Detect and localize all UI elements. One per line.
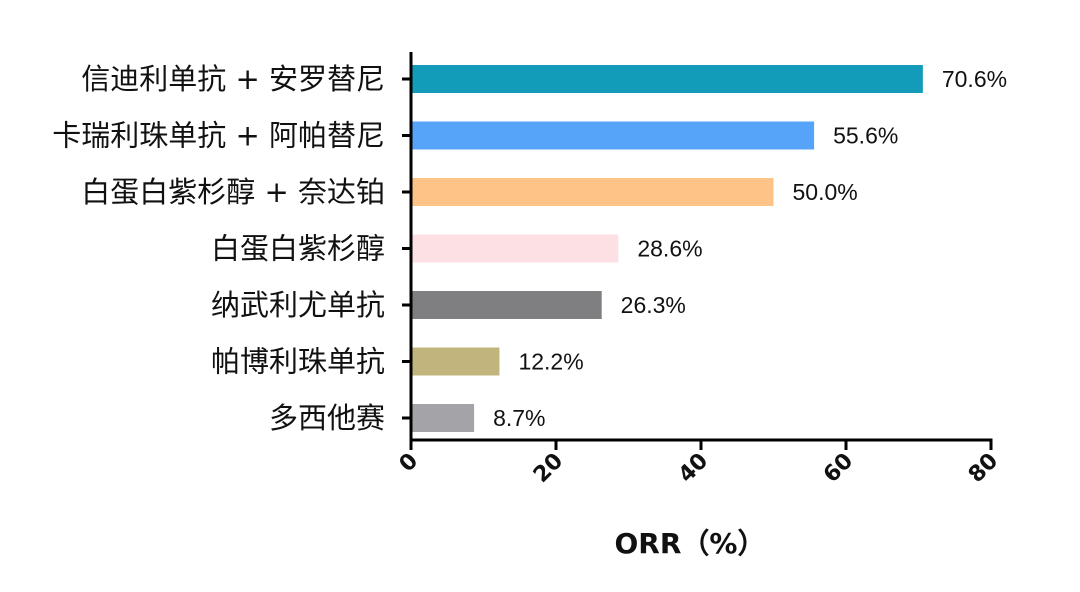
value-label: 55.6% [833, 123, 898, 149]
bar-4 [412, 234, 619, 263]
x-tick-label: 80 [964, 449, 1003, 488]
category-label: 白蛋白紫杉醇 + 奈达铂 [81, 175, 385, 209]
x-tick-label: 60 [819, 449, 858, 488]
bar-5 [412, 291, 602, 319]
category-label: 卡瑞利珠单抗 + 阿帕替尼 [52, 119, 385, 153]
category-label: 纳武利尤单抗 [211, 288, 385, 322]
bar-7 [412, 404, 475, 432]
bar-6 [412, 347, 500, 376]
value-label: 8.7% [493, 405, 545, 431]
bar-3 [412, 178, 774, 206]
category-label: 帕博利珠单抗 [211, 345, 385, 379]
y-ticks-group [402, 77, 411, 420]
bar-2 [412, 121, 815, 150]
x-axis-title: ORR（%） [615, 527, 766, 560]
x-ticks-group: 0 20 40 60 80 [395, 440, 1003, 488]
value-label: 26.3% [621, 292, 686, 318]
x-tick-label: 40 [674, 449, 713, 488]
value-label: 50.0% [793, 179, 858, 205]
bars-group [412, 65, 923, 432]
value-label: 28.6% [637, 236, 702, 262]
bar-1 [412, 65, 923, 93]
x-tick-label: 20 [529, 449, 568, 488]
value-labels-group: 70.6% 55.6% 50.0% 28.6% 26.3% 12.2% 8.7% [493, 66, 1007, 431]
value-label: 12.2% [518, 349, 583, 375]
x-tick-label: 0 [395, 449, 424, 478]
category-label: 多西他赛 [269, 401, 385, 435]
category-label: 信迪利单抗 + 安罗替尼 [81, 62, 385, 96]
value-label: 70.6% [942, 66, 1007, 92]
category-label: 白蛋白紫杉醇 [211, 232, 385, 266]
